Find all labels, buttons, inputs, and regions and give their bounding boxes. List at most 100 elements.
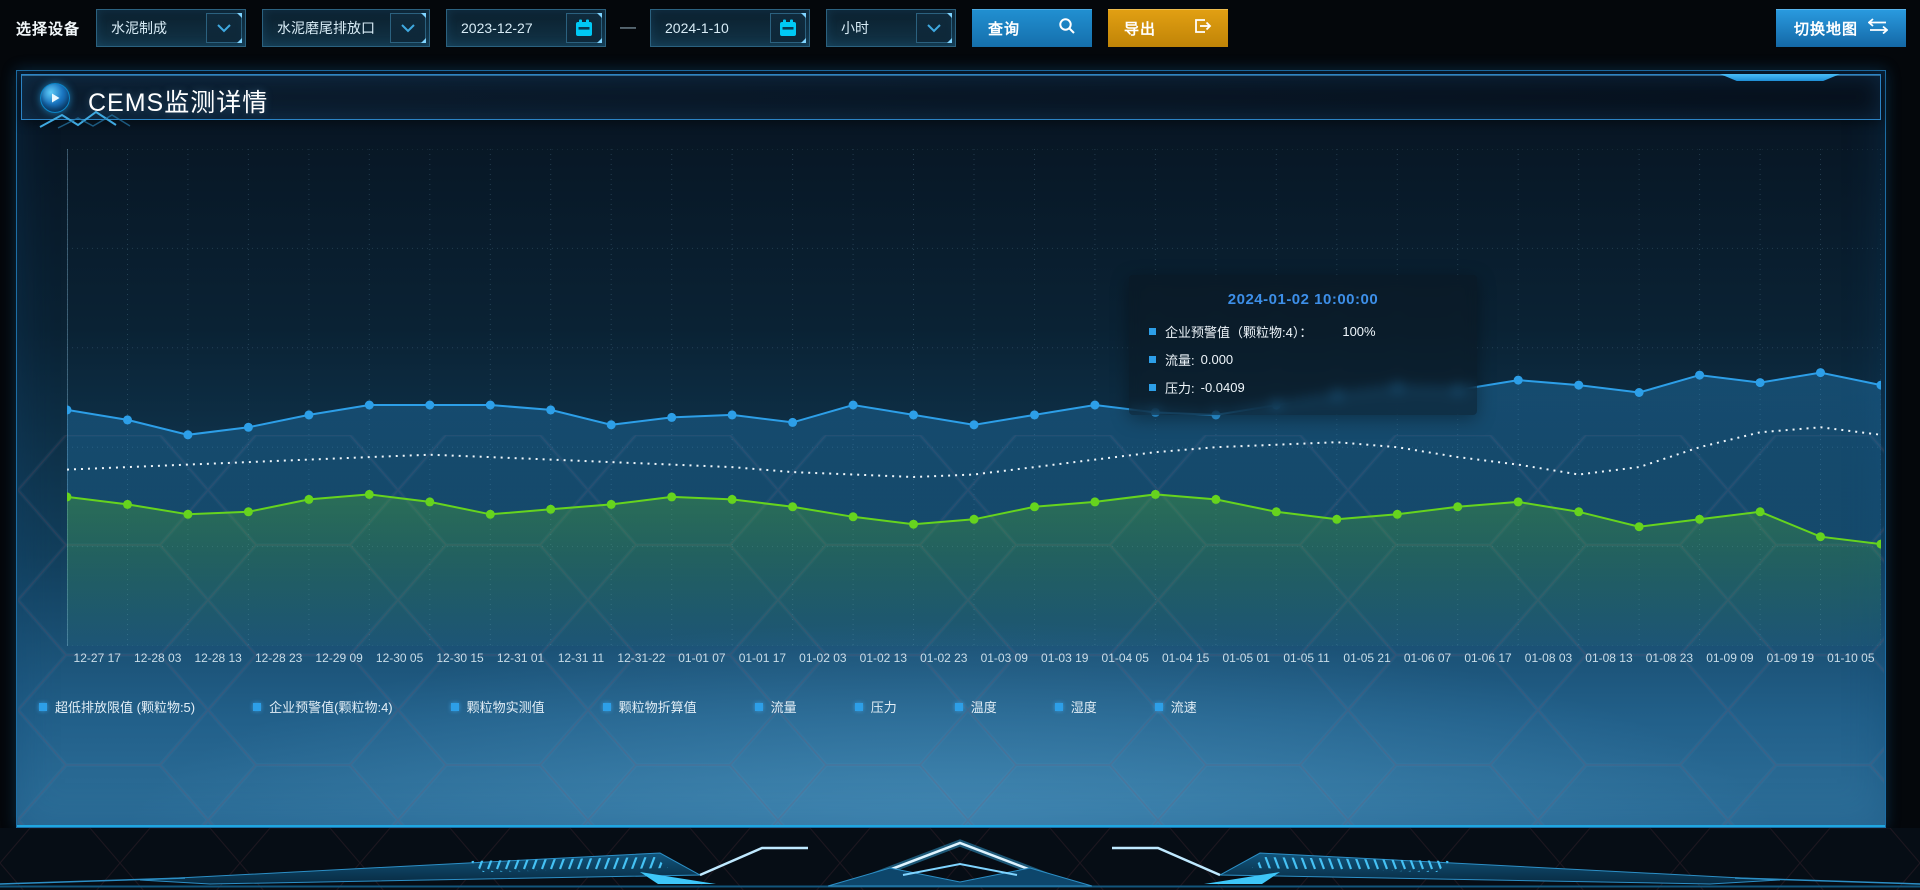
calendar-icon bbox=[566, 13, 603, 43]
date-range-separator: — bbox=[620, 19, 637, 36]
query-button[interactable]: 查询 bbox=[972, 9, 1093, 47]
series-point-0 bbox=[606, 420, 616, 430]
series-point-2 bbox=[1332, 514, 1342, 524]
series-point-0 bbox=[1090, 400, 1100, 410]
series-point-0 bbox=[364, 400, 374, 410]
tooltip-label: 企业预警值（颗粒物:4）： bbox=[1165, 325, 1313, 340]
search-icon bbox=[1058, 17, 1076, 39]
chevron-down-icon bbox=[916, 13, 953, 43]
calendar-icon bbox=[770, 13, 807, 43]
series-point-2 bbox=[909, 519, 918, 529]
legend-label: 压力 bbox=[870, 700, 897, 715]
device-select-label: 选择设备 bbox=[16, 20, 81, 38]
line-chart[interactable] bbox=[62, 148, 1886, 647]
legend-item[interactable]: 压力 bbox=[854, 697, 897, 716]
series-point-2 bbox=[1030, 502, 1039, 512]
footer-decoration bbox=[0, 828, 1920, 890]
series-point-0 bbox=[727, 410, 737, 420]
legend-marker bbox=[450, 702, 459, 711]
legend-item[interactable]: 颗粒物实测值 bbox=[450, 697, 545, 716]
legend-item[interactable]: 企业预警值(颗粒物:4) bbox=[253, 697, 393, 716]
series-point-2 bbox=[1755, 507, 1765, 517]
series-point-2 bbox=[1271, 507, 1281, 517]
tooltip-value: -0.0409 bbox=[1200, 380, 1245, 395]
series-marker-icon bbox=[1149, 384, 1156, 391]
tooltip-row: 压力: -0.0409 bbox=[1149, 378, 1457, 397]
series-point-0 bbox=[667, 412, 677, 422]
chevron-down-icon bbox=[390, 13, 427, 43]
legend-item[interactable]: 超低排放限值 (颗粒物:5) bbox=[39, 697, 195, 716]
series-point-2 bbox=[1695, 514, 1705, 524]
series-point-2 bbox=[243, 507, 253, 517]
legend-marker bbox=[954, 702, 963, 711]
x-axis-label: 01-09 09 bbox=[1706, 651, 1754, 665]
legend-marker bbox=[1054, 702, 1063, 711]
series-point-2 bbox=[848, 512, 858, 522]
tooltip-rows: 企业预警值（颗粒物:4）： 100% 流量: 0.000 压力: -0.0409 bbox=[1149, 322, 1457, 397]
series-point-2 bbox=[485, 509, 495, 519]
chart-legend: 超低排放限值 (颗粒物:5) 企业预警值(颗粒物:4) 颗粒物实测值 颗粒物折算值 流量… bbox=[39, 697, 1865, 716]
series-point-0 bbox=[969, 420, 979, 430]
x-axis-label: 01-08 03 bbox=[1524, 651, 1573, 665]
outlet-select[interactable]: 水泥磨尾排放口 bbox=[262, 9, 431, 47]
footer-center-emblem bbox=[827, 839, 1093, 887]
series-point-2 bbox=[304, 494, 314, 504]
x-axis-label: 01-02 03 bbox=[799, 651, 847, 665]
chevron-down-icon bbox=[206, 13, 243, 43]
tooltip-label: 压力: bbox=[1165, 381, 1195, 396]
series-point-0 bbox=[1574, 380, 1584, 390]
top-toolbar: 选择设备 水泥制成 水泥磨尾排放口 2023-12-27 — 2024-1-10 bbox=[16, 8, 1906, 48]
export-icon bbox=[1193, 17, 1212, 39]
tooltip-row: 流量: 0.000 bbox=[1149, 350, 1457, 369]
x-axis-label: 01-05 11 bbox=[1283, 651, 1330, 665]
x-axis-label: 12-31-22 bbox=[617, 651, 666, 665]
series-point-0 bbox=[1030, 410, 1039, 420]
start-date-picker[interactable]: 2023-12-27 bbox=[446, 9, 607, 47]
legend-label: 超低排放限值 (颗粒物:5) bbox=[55, 700, 196, 715]
series-point-0 bbox=[183, 430, 193, 440]
x-axis-label: 01-03 09 bbox=[980, 651, 1028, 665]
tooltip-value: 100% bbox=[1342, 324, 1376, 339]
x-axis-label: 01-06 07 bbox=[1403, 651, 1452, 665]
series-point-0 bbox=[304, 410, 314, 420]
device-type-value: 水泥制成 bbox=[111, 20, 168, 36]
legend-marker bbox=[1154, 702, 1163, 711]
legend-label: 流量 bbox=[770, 700, 797, 715]
x-axis-labels: 12-27 17 12-28 03 12-28 13 12-28 23 12-29 09… bbox=[67, 651, 1881, 665]
legend-item[interactable]: 湿度 bbox=[1054, 697, 1097, 716]
series-point-2 bbox=[183, 509, 193, 519]
series-point-0 bbox=[1816, 368, 1825, 378]
legend-label: 企业预警值(颗粒物:4) bbox=[269, 700, 393, 715]
end-date-picker[interactable]: 2024-1-10 bbox=[650, 9, 811, 47]
panel-title-bar: CEMS监测详情 bbox=[21, 74, 1881, 129]
series-marker-icon bbox=[1149, 356, 1156, 363]
x-axis-label: 01-02 13 bbox=[859, 651, 908, 665]
device-type-select[interactable]: 水泥制成 bbox=[96, 9, 247, 47]
start-date-value: 2023-12-27 bbox=[461, 20, 533, 36]
switch-map-button[interactable]: 切换地图 bbox=[1776, 9, 1906, 47]
export-button[interactable]: 导出 bbox=[1108, 9, 1229, 47]
legend-label: 流速 bbox=[1170, 700, 1197, 715]
series-point-0 bbox=[1695, 370, 1705, 380]
series-point-2 bbox=[1150, 489, 1160, 499]
legend-item[interactable]: 温度 bbox=[954, 697, 997, 716]
legend-item[interactable]: 流量 bbox=[754, 697, 797, 716]
series-point-0 bbox=[1634, 388, 1644, 397]
legend-label: 颗粒物实测值 bbox=[466, 700, 545, 715]
x-axis-label: 01-08 23 bbox=[1645, 651, 1694, 665]
series-point-2 bbox=[1634, 522, 1644, 532]
x-axis-label: 12-30 15 bbox=[436, 651, 484, 665]
x-axis-label: 01-10 05 bbox=[1827, 651, 1875, 665]
chart-tooltip: 2024-01-02 10:00:00 企业预警值（颗粒物:4）： 100% 流量:… bbox=[1129, 275, 1477, 415]
zigzag-accent bbox=[39, 110, 131, 129]
series-point-2 bbox=[727, 494, 737, 504]
x-axis-label: 01-01 07 bbox=[678, 651, 726, 665]
interval-select[interactable]: 小时 bbox=[826, 9, 957, 47]
x-axis-label: 01-01 17 bbox=[738, 651, 787, 665]
legend-item[interactable]: 颗粒物折算值 bbox=[602, 697, 697, 716]
series-point-0 bbox=[485, 400, 495, 410]
legend-label: 温度 bbox=[970, 700, 997, 715]
interval-value: 小时 bbox=[841, 20, 870, 36]
legend-item[interactable]: 流速 bbox=[1154, 697, 1197, 716]
x-axis-label: 01-06 17 bbox=[1464, 651, 1512, 665]
